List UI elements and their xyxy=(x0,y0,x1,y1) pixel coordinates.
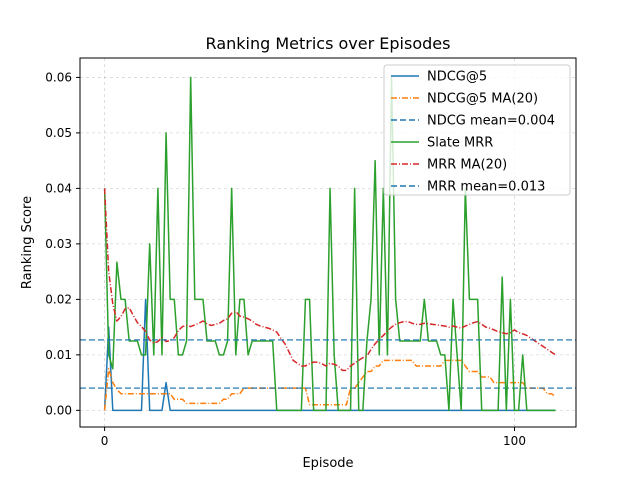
y-tick-label: 0.05 xyxy=(45,126,72,140)
series-slate-mrr xyxy=(103,76,556,412)
plot-frame xyxy=(79,57,577,428)
axes: 0 100 0.00 0.01 0.02 0.03 0.04 0.05 0.06 xyxy=(45,70,526,448)
x-tick-label: 0 xyxy=(101,434,109,448)
chart-title: Ranking Metrics over Episodes xyxy=(206,34,451,53)
x-tick-label: 100 xyxy=(503,434,526,448)
y-tick-label: 0.06 xyxy=(45,70,72,84)
legend-label-slate-mrr: Slate MRR xyxy=(427,136,493,151)
series-mrr-ma-20 xyxy=(103,188,556,372)
legend-label-mrr-ma-20: MRR MA(20) xyxy=(427,158,507,173)
y-tick-label: 0.02 xyxy=(45,292,72,306)
x-axis-label: Episode xyxy=(302,456,353,471)
legend-label-ndcg-mean-0-004: NDCG mean=0.004 xyxy=(427,114,555,129)
legend: NDCG@5 NDCG@5 MA(20) NDCG mean=0.004 Slate … xyxy=(383,64,571,196)
y-tick-label: 0.00 xyxy=(45,403,72,417)
legend-label-mrr-mean-0-013: MRR mean=0.013 xyxy=(427,180,545,195)
y-axis-label: Ranking Score xyxy=(20,196,35,289)
y-tick-label: 0.04 xyxy=(45,181,72,195)
legend-label-ndcg-5: NDCG@5 xyxy=(427,70,487,85)
y-tick-label: 0.01 xyxy=(45,348,72,362)
legend-label-ndcg-5-ma-20: NDCG@5 MA(20) xyxy=(427,92,538,107)
legend-box xyxy=(383,64,571,196)
series-layer xyxy=(80,76,576,412)
series-ndcg-5 xyxy=(103,298,556,412)
y-tick-label: 0.03 xyxy=(45,237,72,251)
